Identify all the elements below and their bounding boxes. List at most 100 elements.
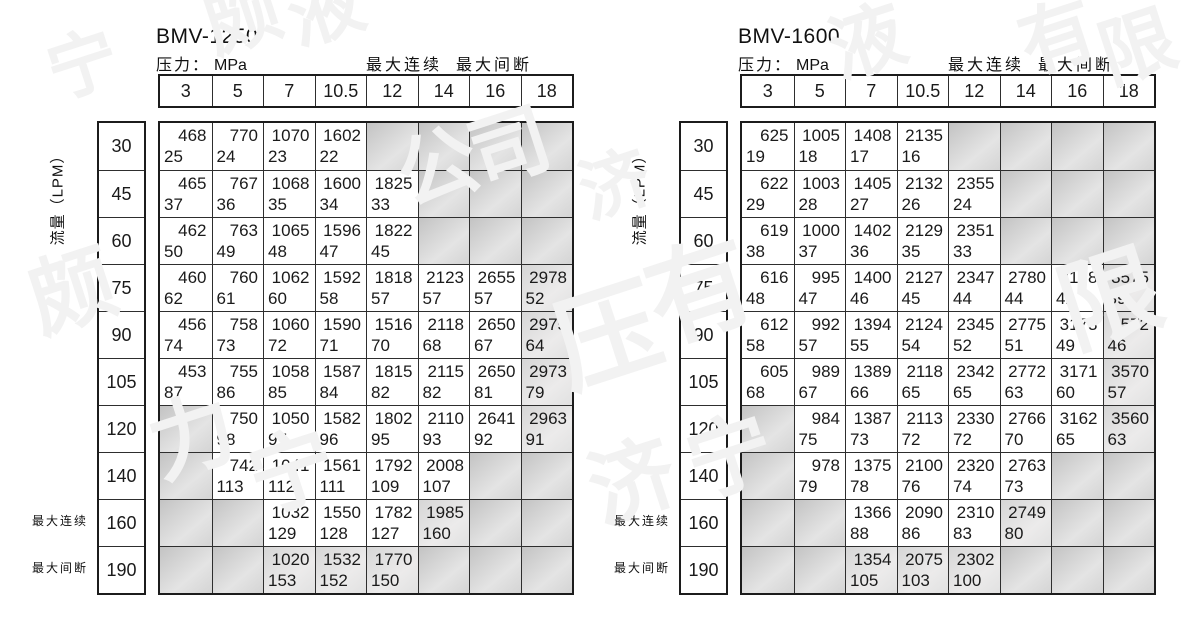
data-cell: 742 113 bbox=[211, 452, 263, 499]
data-cell: 1354 105 bbox=[845, 546, 897, 593]
value-top: 1792 bbox=[374, 456, 413, 475]
data-cell: 2772 63 bbox=[999, 358, 1051, 405]
legend-max-intermittent: 最大间断 bbox=[456, 57, 533, 74]
data-cell: 760 61 bbox=[211, 264, 263, 311]
data-cell: 2124 54 bbox=[896, 311, 948, 358]
empty-cell bbox=[742, 452, 794, 499]
flow-row-label: 120 bbox=[681, 405, 726, 452]
data-cell: 1070 23 bbox=[263, 123, 315, 170]
value-top: 2978 bbox=[529, 268, 567, 287]
value-top: 2780 bbox=[1008, 268, 1046, 287]
value-top: 468 bbox=[178, 126, 207, 145]
empty-cell bbox=[742, 499, 794, 546]
flow-row-label: 45 bbox=[99, 170, 144, 217]
empty-cell bbox=[999, 546, 1051, 593]
value-bottom: 92 bbox=[474, 430, 493, 449]
value-bottom: 87 bbox=[164, 383, 183, 402]
value-bottom: 62 bbox=[164, 289, 183, 308]
value-top: 1070 bbox=[271, 126, 310, 145]
data-cell: 2766 70 bbox=[999, 405, 1051, 452]
pressure-header-cell: 7 bbox=[845, 76, 897, 106]
data-cell: 2345 52 bbox=[948, 311, 1000, 358]
value-top: 2302 bbox=[956, 550, 995, 569]
value-bottom: 66 bbox=[850, 383, 869, 402]
data-cell: 1815 82 bbox=[366, 358, 418, 405]
value-bottom: 19 bbox=[746, 147, 765, 166]
value-bottom: 39 bbox=[1107, 289, 1127, 308]
value-bottom: 64 bbox=[525, 336, 545, 355]
flow-row-label: 60 bbox=[99, 217, 144, 264]
value-top: 1596 bbox=[323, 221, 361, 240]
data-cell: 2113 72 bbox=[896, 405, 948, 452]
data-cell: 453 87 bbox=[160, 358, 212, 405]
value-bottom: 70 bbox=[371, 336, 390, 355]
value-top: 2975 bbox=[529, 315, 567, 334]
value-top: 1060 bbox=[271, 315, 310, 334]
pressure-header-cell: 7 bbox=[263, 76, 315, 106]
value-bottom: 88 bbox=[850, 524, 869, 543]
value-bottom: 36 bbox=[850, 242, 869, 261]
data-cell: 3575 39 bbox=[1102, 264, 1154, 311]
data-cell: 1005 18 bbox=[793, 123, 846, 170]
value-top: 2129 bbox=[905, 221, 943, 240]
flow-row-label: 90 bbox=[99, 311, 144, 358]
data-cell: 2008 107 bbox=[417, 452, 469, 499]
data-cell: 2775 51 bbox=[999, 311, 1051, 358]
flow-row-label: 75 bbox=[99, 264, 144, 311]
pressure-unit: MPa bbox=[796, 57, 829, 74]
data-cell: 2110 93 bbox=[417, 405, 469, 452]
flow-row-label: 60 bbox=[681, 217, 726, 264]
empty-cell bbox=[469, 546, 521, 593]
value-bottom: 60 bbox=[1056, 383, 1075, 402]
empty-cell bbox=[1102, 217, 1154, 264]
value-bottom: 18 bbox=[798, 147, 818, 166]
empty-cell bbox=[417, 546, 469, 593]
value-top: 1387 bbox=[853, 409, 892, 428]
data-cell: 1596 47 bbox=[314, 217, 366, 264]
value-bottom: 45 bbox=[901, 289, 921, 308]
value-bottom: 48 bbox=[268, 242, 287, 261]
value-bottom: 44 bbox=[1004, 289, 1024, 308]
flow-row-label: 75 bbox=[681, 264, 726, 311]
value-top: 1402 bbox=[853, 221, 892, 240]
pressure-header-cell: 18 bbox=[520, 76, 573, 106]
value-bottom: 70 bbox=[1004, 430, 1024, 449]
value-top: 2135 bbox=[905, 126, 943, 145]
empty-cell bbox=[999, 123, 1051, 170]
empty-cell bbox=[1051, 217, 1103, 264]
value-top: 2008 bbox=[426, 456, 464, 475]
data-grid: 625 19 1005 18 1408 17 2135 16 622 29 1003 28 1405 27… bbox=[740, 121, 1156, 595]
pressure-unit: MPa bbox=[214, 57, 247, 74]
value-bottom: 83 bbox=[953, 524, 972, 543]
data-cell: 3162 65 bbox=[1051, 405, 1103, 452]
legend-max-continuous: 最大连续 bbox=[948, 57, 1025, 74]
value-bottom: 51 bbox=[1004, 336, 1024, 355]
value-bottom: 152 bbox=[319, 571, 348, 590]
data-cell: 1600 34 bbox=[314, 170, 366, 217]
data-cell: 2650 67 bbox=[469, 311, 521, 358]
value-bottom: 129 bbox=[268, 524, 297, 543]
value-bottom: 107 bbox=[422, 477, 451, 496]
data-cell: 1068 35 bbox=[263, 170, 315, 217]
value-bottom: 72 bbox=[268, 336, 287, 355]
value-bottom: 29 bbox=[746, 195, 765, 214]
value-top: 1366 bbox=[853, 503, 892, 522]
data-cell: 2302 100 bbox=[948, 546, 1000, 593]
value-bottom: 105 bbox=[850, 571, 879, 590]
data-cell: 1394 55 bbox=[845, 311, 897, 358]
data-cell: 1020 153 bbox=[263, 546, 315, 593]
value-top: 758 bbox=[229, 315, 258, 334]
empty-cell bbox=[1051, 499, 1103, 546]
value-top: 763 bbox=[229, 221, 258, 240]
empty-cell bbox=[520, 546, 572, 593]
pressure-header-cell: 14 bbox=[417, 76, 470, 106]
data-cell: 1822 45 bbox=[366, 217, 418, 264]
value-top: 1354 bbox=[853, 550, 892, 569]
data-cell: 1032 129 bbox=[263, 499, 315, 546]
value-bottom: 160 bbox=[422, 524, 451, 543]
data-cell: 1516 70 bbox=[366, 311, 418, 358]
flow-axis-text: 流量（LPM） bbox=[631, 147, 649, 245]
value-bottom: 82 bbox=[422, 383, 442, 402]
value-bottom: 46 bbox=[850, 289, 869, 308]
